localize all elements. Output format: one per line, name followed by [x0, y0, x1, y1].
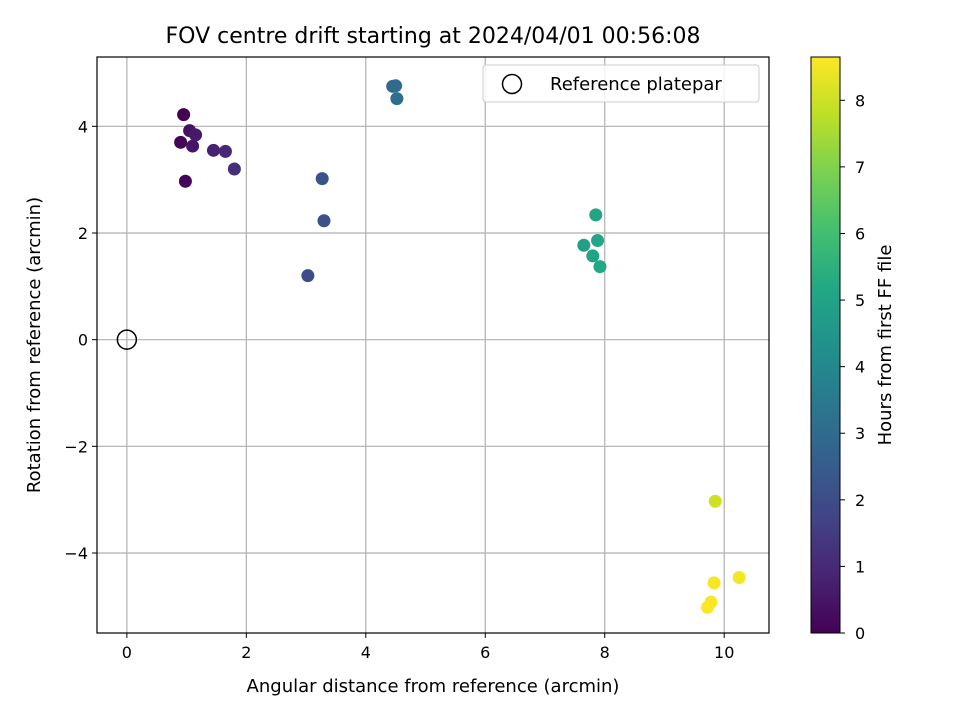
- chart-title: FOV centre drift starting at 2024/04/01 …: [166, 24, 701, 49]
- data-point: [178, 174, 192, 188]
- reference-marker: [116, 329, 138, 350]
- colorbar-tick-label: 5: [855, 291, 865, 310]
- colorbar-tick-label: 0: [855, 624, 865, 643]
- colorbar-gradient: [810, 56, 841, 634]
- x-tick-label: 10: [714, 643, 734, 662]
- data-point: [174, 135, 188, 149]
- colorbar-label: Hours from first FF file: [875, 245, 896, 446]
- x-tick-label: 6: [480, 643, 490, 662]
- data-point: [177, 108, 191, 122]
- data-point: [227, 162, 241, 176]
- colorbar-ticks: 0 1 2 3 4 5 6 7 8: [840, 91, 865, 643]
- y-axis-label: Rotation from reference (arcmin): [24, 197, 45, 493]
- data-point: [189, 128, 203, 142]
- y-axis-ticks: −4 −2 0 2 4: [64, 117, 97, 563]
- y-tick-label: 0: [78, 331, 88, 350]
- colorbar: 0 1 2 3 4 5 6 7 8 Hours from first FF file: [810, 56, 896, 643]
- x-axis-label: Angular distance from reference (arcmin): [247, 676, 620, 697]
- colorbar-tick-label: 3: [855, 424, 865, 443]
- colorbar-tick-label: 2: [855, 491, 865, 510]
- data-point: [186, 139, 200, 153]
- data-point: [707, 576, 721, 590]
- data-point: [317, 214, 331, 228]
- data-point: [206, 143, 220, 157]
- y-tick-label: −4: [64, 544, 88, 563]
- colorbar-tick-label: 1: [855, 557, 865, 576]
- data-point: [301, 269, 315, 283]
- data-point: [732, 571, 746, 585]
- data-point: [390, 92, 404, 106]
- data-point: [591, 233, 605, 247]
- colorbar-tick-label: 4: [855, 358, 865, 377]
- x-axis-ticks: 0 2 4 6 8 10: [122, 633, 734, 662]
- plot-frame: [96, 56, 770, 634]
- y-tick-label: 2: [78, 224, 88, 243]
- colorbar-tick-label: 6: [855, 224, 865, 243]
- x-tick-label: 2: [241, 643, 251, 662]
- data-point: [589, 208, 603, 222]
- grid: [97, 57, 769, 633]
- data-point: [315, 172, 329, 186]
- legend: Reference platepar: [482, 64, 760, 103]
- data-point: [218, 144, 232, 158]
- colorbar-tick-label: 7: [855, 158, 865, 177]
- data-point: [700, 600, 714, 614]
- y-tick-label: 4: [78, 117, 88, 136]
- x-tick-label: 8: [600, 643, 610, 662]
- legend-label: Reference platepar: [550, 74, 722, 95]
- x-tick-label: 0: [122, 643, 132, 662]
- colorbar-tick-label: 8: [855, 91, 865, 110]
- data-point: [708, 494, 722, 508]
- data-point: [593, 260, 607, 274]
- data-points: [116, 79, 746, 614]
- y-tick-label: −2: [64, 437, 88, 456]
- legend-marker: [501, 73, 523, 95]
- data-point: [586, 249, 600, 263]
- data-point: [389, 79, 403, 93]
- legend-box: [482, 64, 760, 103]
- x-tick-label: 4: [361, 643, 371, 662]
- data-point: [577, 238, 591, 252]
